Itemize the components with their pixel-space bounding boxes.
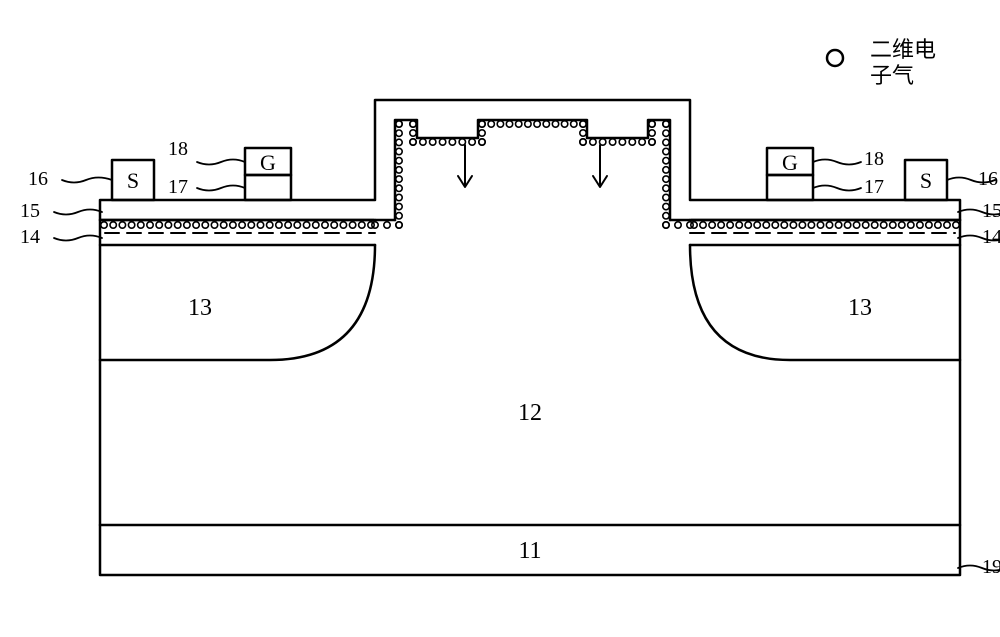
s-right-label: S xyxy=(920,168,932,193)
n14-right: 14 xyxy=(982,226,1000,249)
g-left-label: G xyxy=(260,150,276,175)
device-svg: S S G G 13 13 12 11 xyxy=(20,20,1000,617)
s-left-label: S xyxy=(127,168,139,193)
region-13-right: 13 xyxy=(848,295,872,321)
diagram-root: S S G G 13 13 12 11 16 15 14 18 17 18 17… xyxy=(20,20,1000,617)
lead-17-left xyxy=(197,186,245,191)
lead-15-left xyxy=(54,210,102,215)
legend-line2: 子气 xyxy=(870,64,914,88)
n18-right: 18 xyxy=(864,148,884,171)
pwell-left xyxy=(100,245,375,360)
lead-17-right xyxy=(813,186,861,191)
lead-18-right xyxy=(813,160,861,165)
n16-left: 16 xyxy=(28,168,48,191)
n15-right: 15 xyxy=(982,200,1000,223)
region-12: 12 xyxy=(518,400,542,426)
lead-18-left xyxy=(197,160,245,165)
legend-line1: 二维电 xyxy=(870,38,936,62)
n17-left: 17 xyxy=(168,176,188,199)
legend-circle xyxy=(827,50,843,66)
n15-left: 15 xyxy=(20,200,40,223)
n17-right: 17 xyxy=(864,176,884,199)
lead-14-left xyxy=(54,236,102,241)
region-11: 11 xyxy=(518,538,541,564)
region-13-left: 13 xyxy=(188,295,212,321)
n19: 19 xyxy=(982,556,1000,579)
n18-left: 18 xyxy=(168,138,188,161)
g-right-label: G xyxy=(782,150,798,175)
lead-16-left xyxy=(62,178,112,183)
n14-left: 14 xyxy=(20,226,40,249)
n16-right: 16 xyxy=(978,168,998,191)
pwell-right xyxy=(690,245,960,360)
